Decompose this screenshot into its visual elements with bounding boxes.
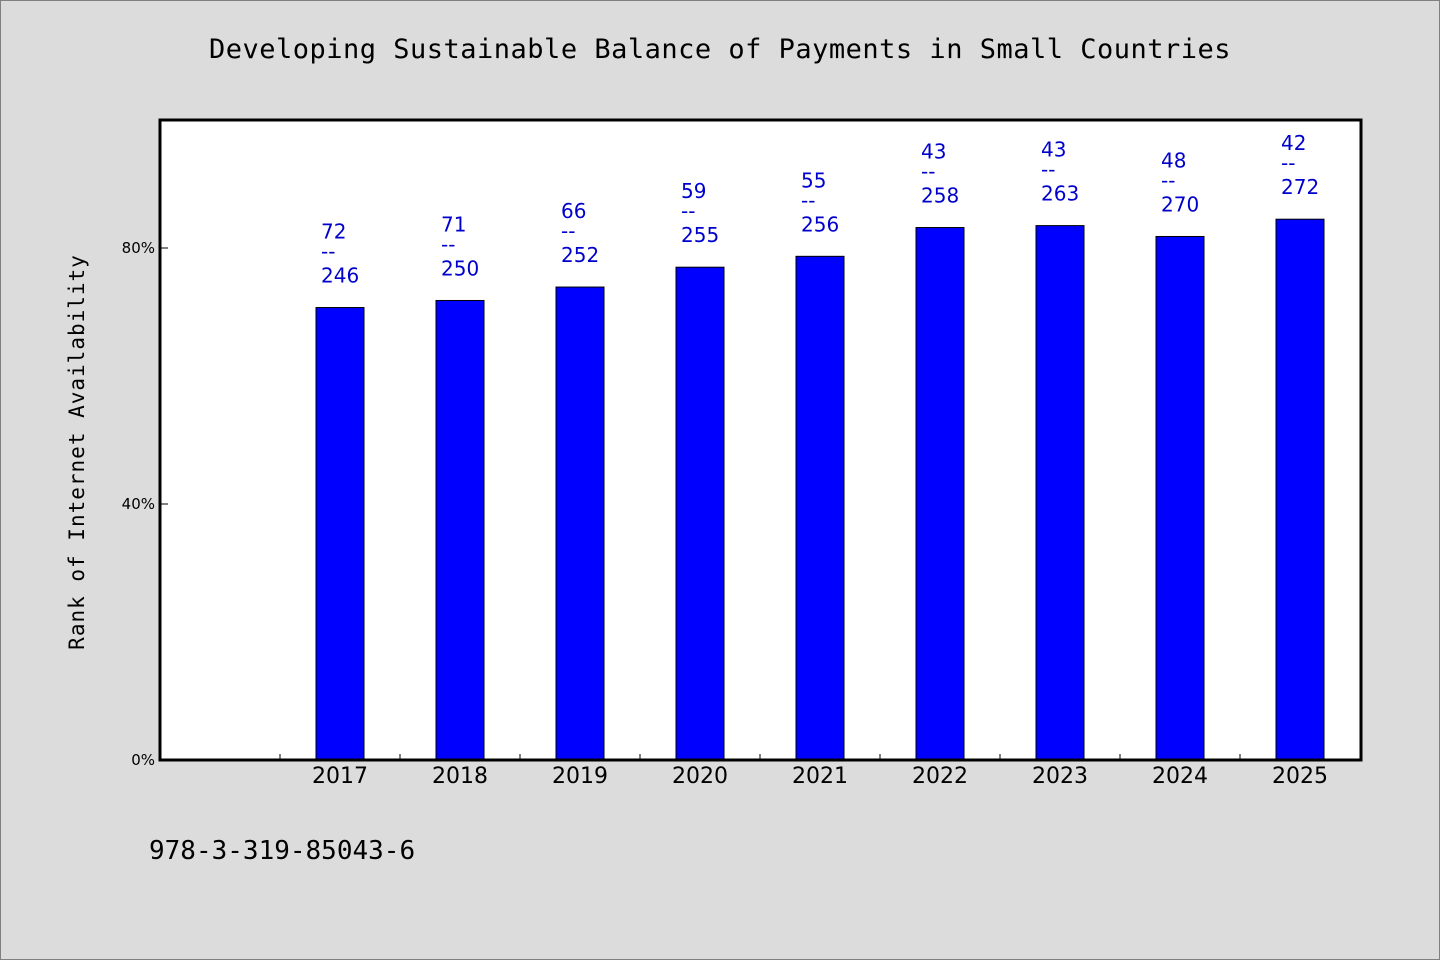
data-label-bottom-2022: 258	[921, 184, 959, 208]
data-label-sep-2023: --	[1041, 158, 1055, 182]
data-label-sep-2025: --	[1281, 151, 1295, 175]
data-label-top-2025: 42	[1281, 131, 1306, 155]
data-label-bottom-2019: 252	[561, 243, 599, 267]
data-label-top-2017: 72	[321, 220, 346, 244]
bar-2019	[555, 286, 605, 761]
x-tick-label-2020: 2020	[672, 764, 728, 789]
x-tick-label-2025: 2025	[1272, 764, 1328, 789]
footer-isbn: 978-3-319-85043-6	[149, 836, 416, 866]
data-label-sep-2021: --	[801, 188, 815, 212]
bar-2021	[795, 255, 845, 761]
data-label-bottom-2025: 272	[1281, 175, 1319, 199]
data-label-top-2020: 59	[681, 179, 706, 203]
data-label-bottom-2018: 250	[441, 256, 479, 280]
y-tick-label-80: 80%	[122, 239, 155, 257]
plot-border	[158, 118, 1363, 762]
data-label-sep-2019: --	[561, 219, 575, 243]
chart-title: Developing Sustainable Balance of Paymen…	[208, 34, 1232, 65]
x-tick-label-2017: 2017	[312, 764, 368, 789]
data-label-bottom-2021: 256	[801, 212, 839, 236]
data-label-top-2019: 66	[561, 199, 586, 223]
bar-2017	[315, 307, 365, 761]
data-label-sep-2022: --	[921, 160, 935, 184]
x-tick-label-2023: 2023	[1032, 764, 1088, 789]
bar-2018	[435, 299, 485, 761]
bar-2020	[675, 266, 725, 761]
data-label-sep-2017: --	[321, 240, 335, 264]
data-label-bottom-2017: 246	[321, 264, 359, 288]
x-tick-label-2018: 2018	[432, 764, 488, 789]
data-label-bottom-2020: 255	[681, 223, 719, 247]
data-label-bottom-2024: 270	[1161, 192, 1199, 216]
data-label-top-2018: 71	[441, 212, 466, 236]
x-tick-label-2022: 2022	[912, 764, 968, 789]
data-label-top-2024: 48	[1161, 148, 1186, 172]
x-tick-label-2024: 2024	[1152, 764, 1208, 789]
bar-2022	[915, 227, 965, 761]
data-label-sep-2024: --	[1161, 168, 1175, 192]
bar-2025	[1275, 218, 1325, 761]
y-tick-label-0: 0%	[131, 751, 155, 769]
bar-2024	[1155, 235, 1205, 761]
y-tick-label-40: 40%	[122, 495, 155, 513]
data-label-bottom-2023: 263	[1041, 182, 1079, 206]
data-label-top-2023: 43	[1041, 138, 1066, 162]
data-label-top-2022: 43	[921, 140, 946, 164]
x-tick-label-2019: 2019	[552, 764, 608, 789]
x-tick-label-2021: 2021	[792, 764, 848, 789]
data-label-top-2021: 55	[801, 168, 826, 192]
data-label-sep-2018: --	[441, 232, 455, 256]
data-label-sep-2020: --	[681, 199, 695, 223]
bar-2023	[1035, 225, 1085, 761]
